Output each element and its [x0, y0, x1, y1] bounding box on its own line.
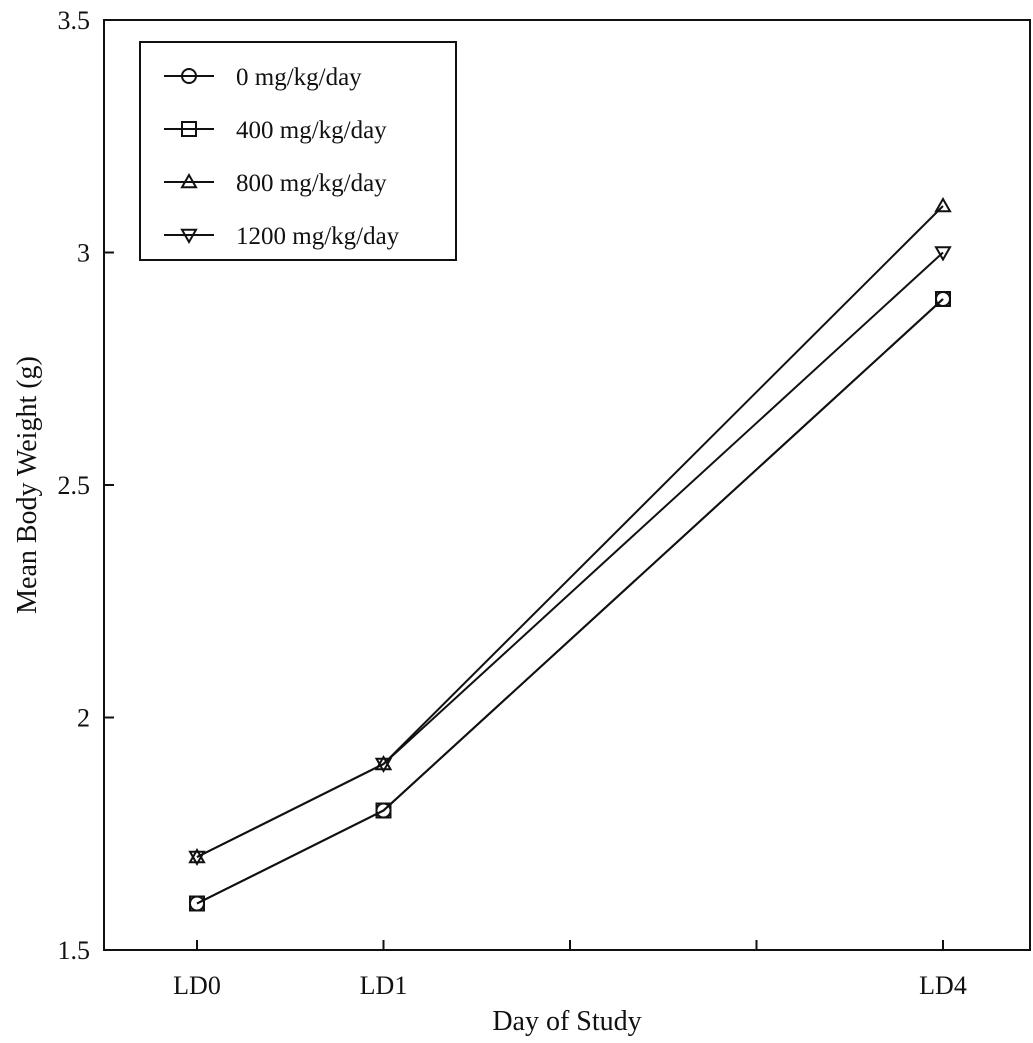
legend-label: 1200 mg/kg/day: [236, 223, 400, 250]
x-tick-label: LD0: [173, 971, 221, 1000]
series-4-point: [374, 757, 393, 774]
x-axis-title: Day of Study: [492, 1006, 641, 1037]
series-lines: [196, 205, 944, 905]
legend-label: 800 mg/kg/day: [236, 170, 387, 197]
series-2-point: [189, 895, 205, 912]
legend-label: 0 mg/kg/day: [236, 64, 362, 91]
legend-marker: [180, 228, 198, 245]
y-tick-label: 3: [77, 239, 90, 268]
y-tick-label: 1.5: [58, 936, 91, 965]
y-tick-label: 2.5: [58, 471, 91, 500]
legend-marker: [181, 121, 197, 137]
legend-marker: [180, 172, 198, 189]
series-line-2: [196, 298, 944, 905]
y-axis-title: Mean Body Weight (g): [12, 356, 43, 614]
x-tick-label: LD1: [360, 971, 408, 1000]
legend-box: [139, 41, 457, 261]
legend-marker: [181, 68, 197, 84]
series-3-point: [934, 196, 952, 213]
series-2-point: [935, 291, 951, 307]
series-line-1: [196, 298, 944, 905]
x-tick-label: LD4: [919, 971, 967, 1000]
series-markers: [188, 196, 952, 912]
y-tick-label: 2: [77, 704, 90, 733]
y-tick-label: 3.5: [58, 6, 91, 35]
legend: 0 mg/kg/day 400 mg/kg/day 800 mg/kg/day 120…: [139, 41, 457, 261]
series-line-4: [196, 251, 944, 858]
series-4-point: [934, 246, 952, 262]
legend-label: 400 mg/kg/day: [236, 117, 387, 144]
axis-ticks: 1.5 2 2.5 3 3.5 LD0 LD1 LD4: [58, 6, 967, 1000]
series-2-point: [375, 802, 392, 819]
series-4-point: [188, 850, 206, 867]
series-line-3: [196, 205, 944, 858]
